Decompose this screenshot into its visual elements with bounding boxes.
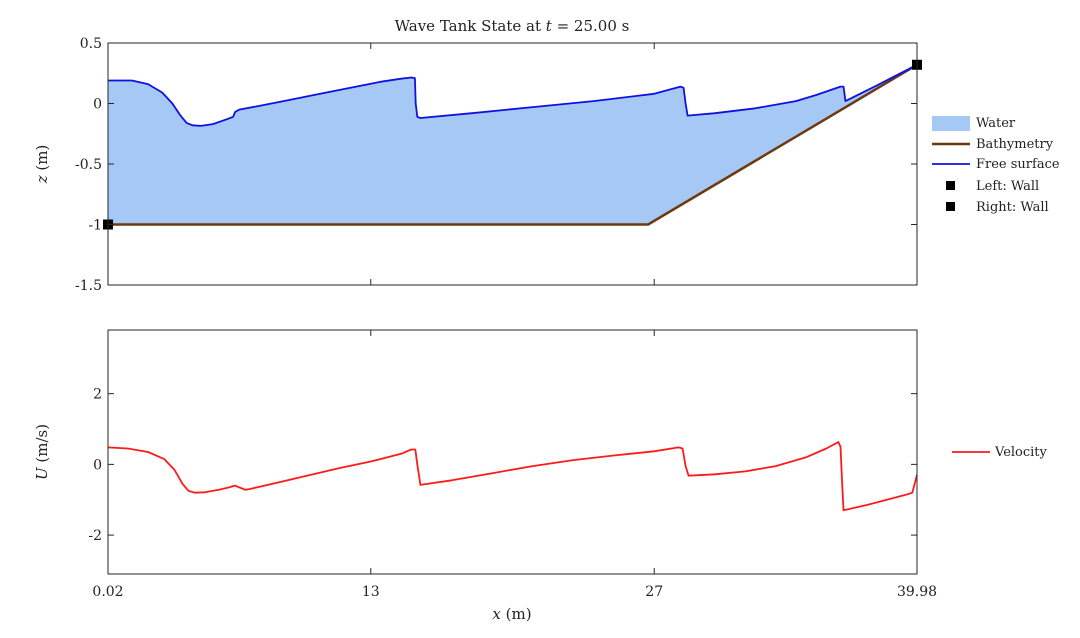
legend-free-surface-label: Free surface (976, 157, 1060, 172)
legend-right-wall-marker (946, 202, 955, 211)
top-y-tick-label: 0.5 (80, 36, 102, 52)
top-y-tick-label: -1 (88, 218, 102, 234)
legend-bathymetry-label: Bathymetry (976, 137, 1054, 152)
bottom-ticks: 0.02 13 27 39.98 -2 0 2 (88, 330, 937, 600)
bottom-y-tick-label: 2 (93, 387, 102, 403)
bottom-y-axis-var: U (33, 466, 51, 480)
bottom-y-tick-label: -2 (88, 528, 102, 544)
legend-water-swatch (932, 116, 970, 131)
x-tick-label: 39.98 (897, 584, 937, 600)
legend-left-wall-label: Left: Wall (976, 179, 1039, 194)
bathymetry-line (108, 63, 918, 226)
top-legend: Water Bathymetry Free surface Left: Wall… (932, 116, 1060, 215)
bottom-y-axis-label: U (m/s) (33, 424, 51, 480)
top-y-tick-label: -1.5 (75, 278, 102, 294)
x-tick-label: 13 (362, 584, 380, 600)
x-tick-label: 27 (645, 584, 663, 600)
legend-left-wall-marker (946, 181, 955, 190)
chart-title: Wave Tank State at t = 25.00 s (395, 17, 630, 35)
water-area (108, 64, 917, 225)
x-axis-label: x (m) (492, 605, 531, 623)
top-y-tick-label: 0 (93, 97, 102, 113)
x-axis-var: x (492, 605, 501, 623)
top-y-tick-label: -0.5 (75, 157, 102, 173)
bottom-axes-box (107, 329, 918, 575)
top-panel: -1.5 -1 -0.5 0 0.5 z (m) (33, 36, 922, 294)
bottom-panel: 0.02 13 27 39.98 -2 0 2 U (m/s) x (m) (33, 329, 937, 623)
x-tick-label: 0.02 (92, 584, 123, 600)
top-y-axis-var: z (33, 175, 51, 184)
chart-title-suffix: = 25.00 s (552, 17, 630, 35)
free-surface-line (108, 63, 918, 127)
x-axis-unit: (m) (501, 605, 532, 623)
velocity-line (107, 441, 918, 512)
bottom-y-tick-label: 0 (93, 457, 102, 473)
top-y-axis-label: z (m) (33, 145, 51, 185)
top-ticks: -1.5 -1 -0.5 0 0.5 (75, 36, 918, 294)
chart-title-var: t (546, 17, 553, 35)
legend-water-label: Water (976, 116, 1016, 131)
chart-title-prefix: Wave Tank State at (395, 17, 546, 35)
legend-velocity-label: Velocity (994, 445, 1048, 460)
legend-right-wall-label: Right: Wall (976, 200, 1049, 215)
top-y-axis-unit: (m) (33, 145, 51, 176)
bottom-legend: Velocity (952, 445, 1048, 460)
bottom-y-axis-unit: (m/s) (33, 424, 51, 467)
